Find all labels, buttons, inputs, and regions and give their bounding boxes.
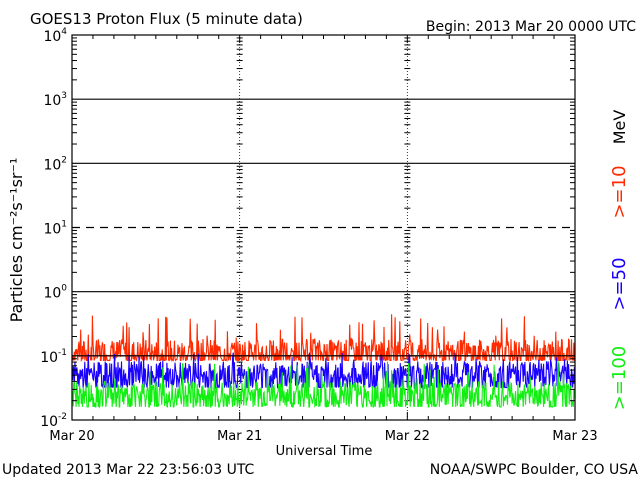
y-tick-label: 101 [43, 220, 67, 238]
y-tick-exponent: 3 [61, 91, 67, 101]
begin-label: Begin: 2013 Mar 20 0000 UTC [426, 19, 636, 35]
y-tick-label: 103 [43, 91, 67, 109]
y-tick-exponent: 0 [61, 284, 67, 294]
y-tick-label: 104 [43, 27, 67, 45]
y-tick-label: 100 [43, 284, 67, 302]
legend: MeV >=10 >=50 >=100 [609, 110, 630, 411]
legend-unit-label: MeV [610, 110, 629, 145]
y-tick-label: 10-2 [40, 412, 67, 430]
y-tick-exponent: -1 [58, 348, 67, 358]
y-tick-exponent: -2 [58, 412, 67, 422]
y-tick-base: 10 [43, 157, 61, 173]
legend-series-10mev: >=10 [609, 165, 630, 218]
chart-title: GOES13 Proton Flux (5 minute data) [30, 10, 303, 28]
x-tick-label: Mar 20 [49, 429, 94, 444]
y-tick-label: 102 [43, 155, 67, 173]
y-tick-exponent: 2 [61, 155, 67, 165]
updated-timestamp: Updated 2013 Mar 22 23:56:03 UTC [2, 462, 255, 478]
series-line-10mev [71, 314, 575, 363]
plot-grid [72, 35, 575, 420]
legend-series-100mev: >=100 [609, 346, 630, 411]
x-tick-label: Mar 21 [217, 429, 262, 444]
y-tick-base: 10 [43, 93, 61, 109]
x-tick-label: Mar 22 [385, 429, 430, 444]
legend-series-50mev: >=50 [609, 257, 630, 310]
x-tick-label: Mar 23 [552, 429, 597, 444]
y-tick-base: 10 [40, 350, 58, 366]
y-tick-exponent: 4 [61, 27, 67, 37]
credit-label: NOAA/SWPC Boulder, CO USA [430, 462, 639, 478]
x-tick-labels: Mar 20 Mar 21 Mar 22 Mar 23 [49, 429, 597, 444]
y-axis-label: Particles cm⁻²s⁻¹sr⁻¹ [7, 158, 26, 323]
series-line-100mev [71, 360, 576, 409]
y-tick-base: 10 [43, 286, 61, 302]
y-tick-base: 10 [43, 222, 61, 238]
x-axis-label: Universal Time [276, 444, 373, 459]
y-tick-label: 10-1 [40, 348, 67, 366]
y-tick-base: 10 [43, 29, 61, 45]
y-tick-base: 10 [40, 414, 58, 430]
series-layer [71, 314, 576, 409]
axis-ticks [72, 35, 575, 420]
y-tick-exponent: 1 [61, 220, 67, 230]
